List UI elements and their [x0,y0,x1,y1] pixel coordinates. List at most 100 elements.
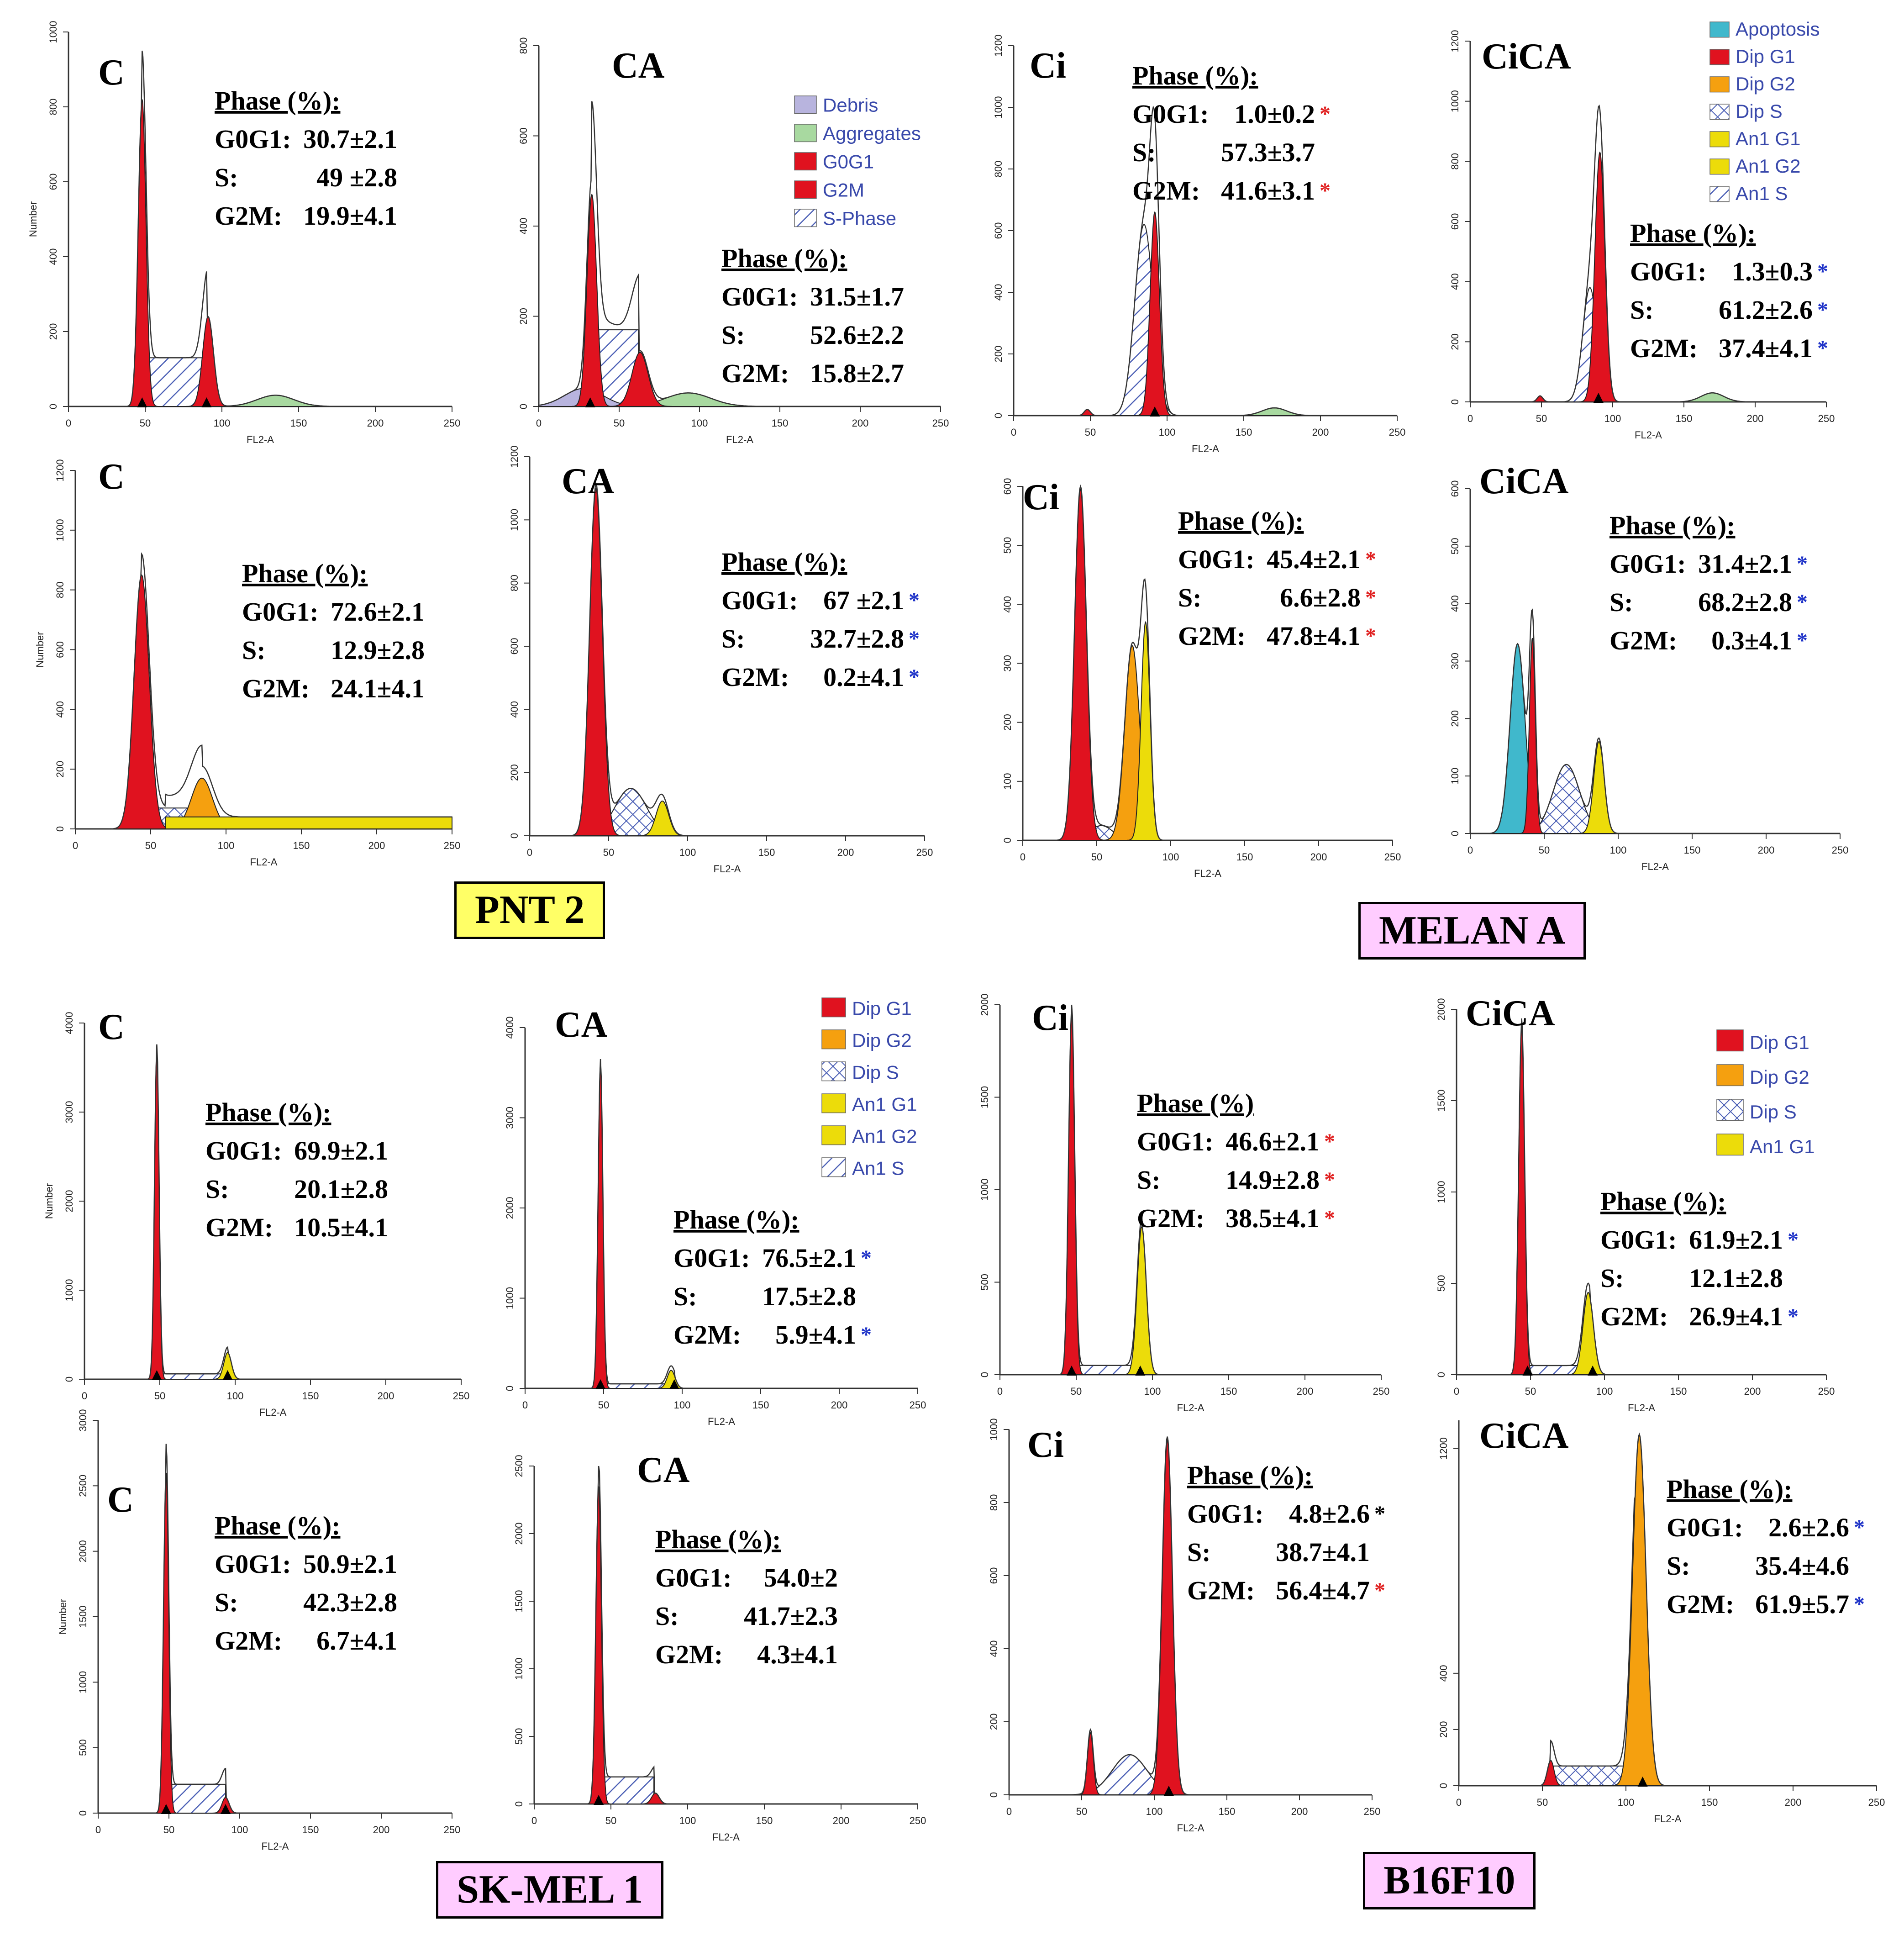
x-tick-label: 50 [1071,1386,1082,1397]
histogram-envelope [98,1444,452,1814]
legend-swatch [821,1061,846,1081]
y-tick-label: 500 [1436,1275,1447,1292]
x-axis-label: FL2-A [1628,1402,1655,1413]
stats-label-g2m: G2M: [673,1320,741,1350]
legend-label: An1 G2 [852,1125,917,1147]
x-tick-label: 50 [605,1815,616,1826]
stats-label-s: S: [721,320,745,350]
y-tick-label: 0 [988,1792,999,1798]
stats-value-g0g1: 61.9±2.1 [1689,1225,1783,1255]
x-tick-label: 200 [1312,427,1329,438]
phase-fill-dip-g1 [1078,1732,1102,1795]
stats-value-g0g1: 54.0±2 [764,1563,838,1593]
stats-label-g2m: G2M: [1667,1589,1734,1619]
significance-star: * [1854,1592,1865,1616]
panel-title: CA [637,1450,690,1490]
stats-value-g0g1: 2.6±2.6 [1768,1513,1849,1542]
x-tick-label: 0 [1454,1386,1459,1397]
stats-header: Phase (%): [215,1511,340,1540]
y-tick-label: 0 [1449,831,1461,836]
legend-label: Dip G2 [852,1029,912,1051]
x-tick-label: 200 [367,417,384,429]
legend-label: Dip G1 [852,997,912,1019]
stats-header: Phase (%): [1609,511,1735,540]
x-tick-label: 50 [598,1399,609,1411]
stats-label-s: S: [215,163,238,192]
stats-label-s: S: [215,1587,238,1617]
histogram-panel: 0 50 100 150 200 250 0 100 200 300 400 500 600 FL2-A C… [1449,461,1848,872]
y-tick-label: 1200 [1438,1437,1449,1460]
phase-fill-an1-g1 [1123,1226,1161,1375]
legend-swatch [1709,21,1730,38]
x-axis-label: FL2-A [1194,868,1221,879]
significance-star: * [909,627,920,651]
y-tick-label: 800 [1449,153,1461,170]
y-tick-label: 0 [518,404,529,409]
x-tick-label: 100 [214,417,231,429]
significance-star: * [1324,1168,1335,1192]
x-axis-label: FL2-A [1177,1402,1204,1413]
y-tick-label: 800 [54,581,66,598]
gate-marker [1637,1777,1648,1787]
stats-label-s: S: [1187,1537,1211,1567]
legend-swatch [1716,1064,1744,1086]
histogram-envelope [1459,1432,1877,1787]
stats-value-g0g1: 1.3±0.3 [1732,257,1813,286]
legend-swatch [794,180,817,199]
y-tick-label: 800 [47,99,59,116]
y-tick-label: 0 [504,1386,515,1391]
x-tick-label: 200 [378,1390,394,1402]
stats-value-g2m: 47.8±4.1 [1267,621,1361,651]
panel-title: C [107,1480,134,1520]
stats-value-s: 57.3±3.7 [1221,137,1315,167]
y-tick-label: 3000 [504,1107,515,1129]
x-tick-label: 250 [910,1815,926,1826]
x-tick-label: 250 [444,1824,461,1835]
x-tick-label: 100 [218,840,235,851]
y-tick-label: 400 [1449,595,1461,612]
gate-marker [594,1795,604,1805]
y-tick-label: 1500 [77,1606,89,1628]
x-tick-label: 150 [1236,427,1252,438]
x-tick-label: 150 [302,1390,319,1402]
y-tick-label: 1200 [54,459,66,482]
y-tick-label: 2000 [979,994,990,1016]
y-tick-label: 800 [518,37,529,54]
stats-value-g2m: 15.8±2.7 [810,359,904,388]
legend-label: An1 S [1736,183,1788,204]
phase-fill-dip-g1 [1509,1027,1534,1375]
y-tick-label: 1000 [979,1179,990,1201]
stats-value-g0g1: 67 ±2.1 [823,585,904,615]
x-tick-label: 200 [1310,851,1327,863]
legend-pnt2: Debris Aggregates G0G1 G2M S-Phase [794,95,921,229]
y-tick-label: 800 [988,1494,999,1511]
y-tick-label: 500 [513,1728,525,1745]
y-tick-label: 0 [63,1376,75,1382]
panel-title: Ci [1032,998,1068,1038]
cell-line-label-sk-mel-1: SK-MEL 1 [436,1861,664,1919]
legend-label: G0G1 [823,151,874,173]
significance-star: * [1320,179,1331,203]
panel-title: C [98,1007,125,1047]
histogram-panel: 0 50 100 150 200 250 0 200 400 600 800 1000 FL2-A Ci P… [988,1419,1385,1834]
legend-label: S-Phase [823,208,896,229]
y-tick-label: 1500 [1436,1090,1447,1112]
x-axis-label: FL2-A [1635,429,1662,441]
stats-label-g0g1: G0G1: [242,597,319,627]
y-tick-label: 400 [47,248,59,265]
x-tick-label: 150 [293,840,310,851]
stats-value-g2m: 19.9±4.1 [303,201,397,231]
x-tick-label: 250 [1389,427,1406,438]
histogram-envelope [75,552,452,830]
histogram-panel: 0 50 100 150 200 250 0 200 400 600 800 1000 1200 FL2-… [993,35,1405,454]
y-tick-label: 600 [518,127,529,144]
x-tick-label: 150 [290,417,307,429]
y-tick-label: 0 [1436,1372,1447,1377]
gate-marker [1150,406,1160,417]
y-tick-label: 1200 [993,35,1004,57]
stats-value-g0g1: 76.5±2.1 [762,1243,856,1273]
x-tick-label: 50 [1091,851,1102,863]
gate-marker [669,1379,679,1389]
stats-header: Phase (%): [1132,61,1258,90]
y-tick-label: 500 [1002,537,1013,554]
